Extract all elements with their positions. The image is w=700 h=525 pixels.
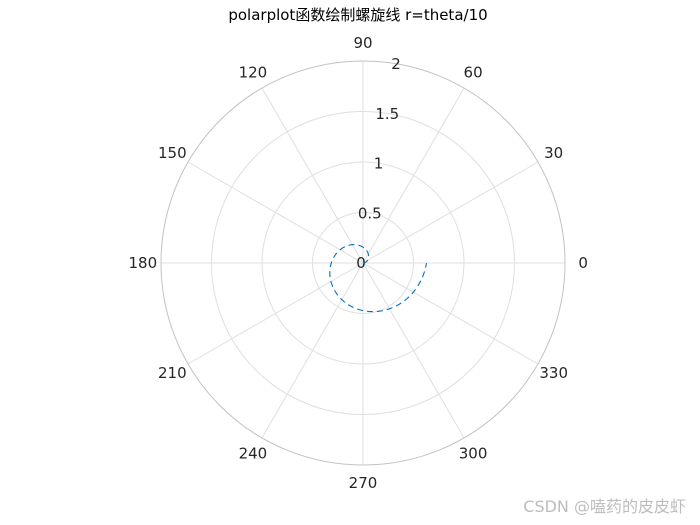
theta-tick-label: 210 xyxy=(158,364,187,382)
series-group xyxy=(329,244,428,313)
theta-tick-label: 60 xyxy=(464,63,483,81)
r-tick-label: 0.5 xyxy=(358,204,382,222)
r-gridline xyxy=(211,111,515,415)
watermark: CSDN @嗑药的皮皮虾 xyxy=(523,497,686,516)
r-gridline xyxy=(261,161,465,365)
r-tick-label: 0 xyxy=(356,254,366,272)
r-tick-label: 2 xyxy=(391,55,401,73)
chart-title: polarplot函数绘制螺旋线 r=theta/10 xyxy=(228,6,487,24)
r-tick-label: 1 xyxy=(374,155,384,173)
theta-tick-label: 90 xyxy=(353,34,372,52)
theta-tick-label: 120 xyxy=(239,63,268,81)
theta-tick-label: 30 xyxy=(544,144,563,162)
theta-tick-label: 150 xyxy=(158,144,187,162)
r-tick-labels: 0 0.5 1 1.5 2 xyxy=(356,55,401,272)
r-gridline xyxy=(312,212,414,314)
theta-tick-label: 300 xyxy=(459,445,488,463)
spiral-series-line xyxy=(329,244,428,313)
theta-tick-label: 270 xyxy=(349,474,378,492)
theta-tick-label: 240 xyxy=(239,445,268,463)
theta-tick-label: 0 xyxy=(578,254,588,272)
theta-tick-label: 180 xyxy=(128,254,157,272)
theta-tick-label: 330 xyxy=(539,364,568,382)
polar-grid xyxy=(160,60,566,466)
r-tick-label: 1.5 xyxy=(375,105,399,123)
polar-outer-ring xyxy=(160,60,566,466)
